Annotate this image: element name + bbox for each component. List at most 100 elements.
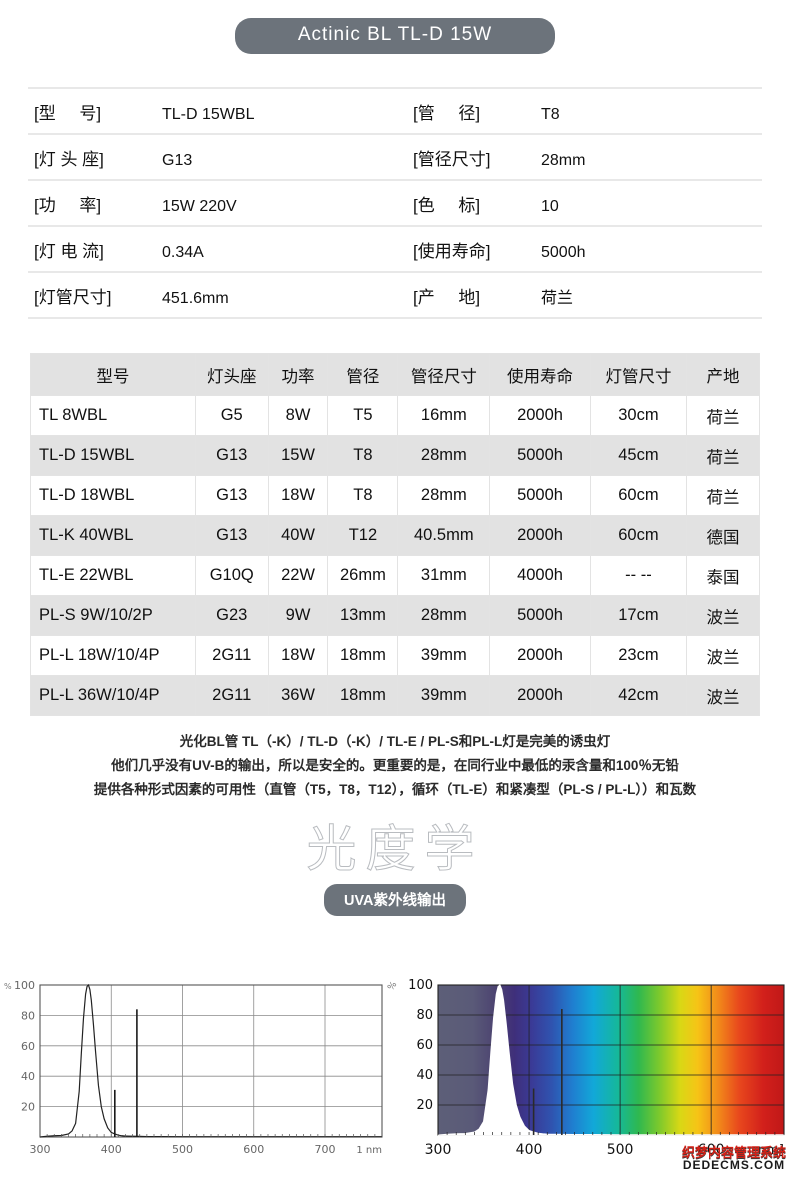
spec-value: 28mm — [541, 151, 586, 169]
table-cell: 26mm — [327, 555, 399, 596]
spec-key: [产 地] — [413, 287, 481, 307]
table-row: TL-E 22WBL G10Q 22W 26mm 31mm 4000h -- -- 泰国 — [30, 555, 760, 596]
table-cell: 2G11 — [194, 675, 269, 716]
table-row: TL-D 18WBL G13 18W T8 28mm 5000h 60cm 荷兰 — [30, 475, 760, 516]
spec-key: [管 径] — [413, 103, 481, 123]
spec-row: [灯 电 流] 0.34A [使用寿命] 5000h — [28, 227, 762, 273]
table-header-cell: 管径 — [327, 353, 399, 396]
table-header-cell: 使用寿命 — [489, 353, 591, 396]
x-axis-tick-label: 600 — [243, 1143, 264, 1156]
table-cell-model: PL-L 18W/10/4P — [30, 635, 196, 676]
table-cell: 2000h — [489, 515, 591, 556]
spec-row: [灯管尺寸] 451.6mm [产 地] 荷兰 — [28, 273, 762, 319]
table-cell: 泰国 — [686, 555, 760, 596]
table-cell: 2000h — [489, 675, 591, 716]
spec-row: [功 率] 15W 220V [色 标] 10 — [28, 181, 762, 227]
table-cell: G13 — [194, 435, 269, 476]
table-cell-model: TL 8WBL — [30, 395, 196, 436]
spec-cell-right: [产 地] 荷兰 — [395, 283, 762, 308]
table-row: PL-L 18W/10/4P 2G11 18W 18mm 39mm 2000h 23cm 波兰 — [30, 635, 760, 676]
table-header-cell: 功率 — [267, 353, 329, 396]
table-cell: 40W — [267, 515, 329, 556]
table-cell: 60cm — [589, 475, 688, 516]
spec-cell-right: [管 径] T8 — [395, 99, 762, 124]
table-header-cell: 灯头座 — [194, 353, 269, 396]
table-cell-model: TL-E 22WBL — [30, 555, 196, 596]
table-cell: 39mm — [397, 675, 491, 716]
x-axis-tick-label: 400 — [516, 1142, 543, 1158]
table-cell: 德国 — [686, 515, 760, 556]
spec-key: [功 率] — [34, 195, 102, 215]
spec-key: [灯管尺寸] — [34, 287, 112, 307]
table-cell: 16mm — [397, 395, 491, 436]
table-cell: 2G11 — [194, 635, 269, 676]
spec-cell-left: [灯管尺寸] 451.6mm — [28, 283, 395, 308]
table-row: TL 8WBL G5 8W T5 16mm 2000h 30cm 荷兰 — [30, 395, 760, 436]
photometry-watermark: 光度学 — [306, 821, 484, 878]
spec-key: [灯 电 流] — [34, 241, 104, 261]
table-cell: 28mm — [397, 595, 491, 636]
table-header-cell: 产地 — [686, 353, 760, 396]
table-cell: G13 — [194, 515, 269, 556]
spec-row: [型 号] TL-D 15WBL [管 径] T8 — [28, 89, 762, 135]
table-cell: -- -- — [589, 555, 688, 596]
y-axis-tick-label: 100 — [14, 979, 35, 992]
y-axis-tick-label: 40 — [21, 1070, 35, 1083]
table-cell: T8 — [327, 435, 399, 476]
y-axis-unit-label: % — [4, 982, 12, 991]
table-cell: 40.5mm — [397, 515, 491, 556]
x-axis-tick-label: 600 — [698, 1142, 725, 1158]
x-axis-tick-label: 300 — [425, 1142, 452, 1158]
x-axis-unit-label: 1 nm — [356, 1145, 382, 1156]
page-title: Actinic BL TL-D 15W — [235, 18, 555, 54]
table-cell: 2000h — [489, 635, 591, 676]
spectrum-chart-right-svg: 20 40 60 80 100 300 400 500 600 nm] — [408, 978, 785, 1158]
table-row: TL-D 15WBL G13 15W T8 28mm 5000h 45cm 荷兰 — [30, 435, 760, 476]
spec-cell-right: [管径尺寸] 28mm — [395, 145, 762, 170]
table-cell: 18mm — [327, 635, 399, 676]
table-cell: 45cm — [589, 435, 688, 476]
comparison-table: 型号 灯头座 功率 管径 管径尺寸 使用寿命 灯管尺寸 产地 TL 8WBL G5 8W T5 16m… — [30, 353, 760, 716]
spec-value: 0.34A — [162, 243, 204, 261]
table-cell: G23 — [194, 595, 269, 636]
table-cell: 波兰 — [686, 635, 760, 676]
table-cell: 4000h — [489, 555, 591, 596]
spec-key: [使用寿命] — [413, 241, 491, 261]
table-cell: 18W — [267, 635, 329, 676]
table-cell: 5000h — [489, 595, 591, 636]
page-header: Actinic BL TL-D 15W — [0, 0, 790, 54]
table-cell: T12 — [327, 515, 399, 556]
table-cell-model: PL-S 9W/10/2P — [30, 595, 196, 636]
dedecms-watermark: 织梦内容管理系统 DEDECMS.COM — [682, 1146, 786, 1172]
spec-key: [色 标] — [413, 195, 481, 215]
corner-percent-label: % — [386, 980, 399, 993]
spec-key: [灯 头 座] — [34, 149, 104, 169]
spec-list: [型 号] TL-D 15WBL [管 径] T8 [灯 头 座] G13 [管径尺寸] 28… — [28, 87, 762, 319]
table-cell: 波兰 — [686, 595, 760, 636]
spec-cell-left: [灯 头 座] G13 — [28, 145, 395, 170]
table-cell: 28mm — [397, 475, 491, 516]
table-row: TL-K 40WBL G13 40W T12 40.5mm 2000h 60cm 德国 — [30, 515, 760, 556]
table-header-row: 型号 灯头座 功率 管径 管径尺寸 使用寿命 灯管尺寸 产地 — [30, 353, 760, 396]
table-cell: 18W — [267, 475, 329, 516]
spec-value: TL-D 15WBL — [162, 105, 255, 123]
table-cell: 5000h — [489, 475, 591, 516]
y-axis-tick-label: 20 — [21, 1101, 35, 1114]
uva-output-badge: UVA紫外线输出 — [323, 884, 467, 916]
table-cell: 30cm — [589, 395, 688, 436]
table-cell: 13mm — [327, 595, 399, 636]
description-line: 他们几乎没有UV-B的输出，所以是安全的。更重要的是，在同行业中最低的汞含量和1… — [111, 758, 679, 773]
spec-value: G13 — [162, 151, 193, 169]
table-cell: 5000h — [489, 435, 591, 476]
spec-value: 15W 220V — [162, 197, 237, 215]
y-axis-tick-label: 80 — [416, 1008, 433, 1023]
table-cell: 波兰 — [686, 675, 760, 716]
x-axis-tick-label: 300 — [30, 1143, 51, 1156]
y-axis-tick-label: 40 — [416, 1068, 433, 1083]
table-cell-model: TL-D 15WBL — [30, 435, 196, 476]
spec-value: 荷兰 — [541, 289, 574, 307]
table-cell: 39mm — [397, 635, 491, 676]
table-cell: 荷兰 — [686, 435, 760, 476]
spec-key: [管径尺寸] — [413, 149, 491, 169]
table-cell: 15W — [267, 435, 329, 476]
